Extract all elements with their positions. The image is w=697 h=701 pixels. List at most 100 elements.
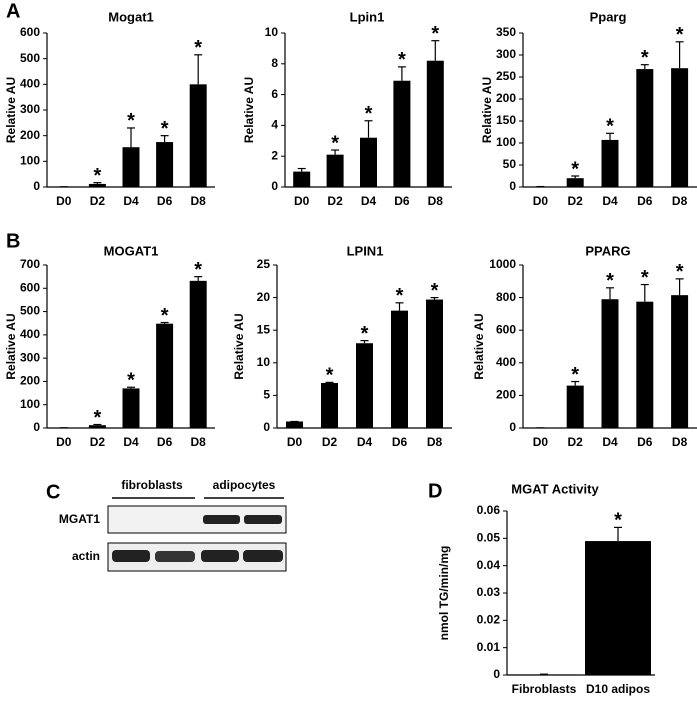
y-tick-label: 0: [493, 667, 500, 681]
bar: [426, 60, 444, 187]
x-tick-label: D4: [123, 194, 139, 208]
y-tick-label: 6: [271, 87, 278, 101]
chart-title: PPARG: [585, 243, 630, 258]
bar: [189, 84, 207, 187]
blot-group: fibroblasts: [121, 478, 183, 492]
y-axis-label: Relative AU: [4, 313, 18, 379]
bar: [671, 68, 689, 187]
chart-title: MOGAT1: [104, 243, 159, 258]
y-tick-label: 0.04: [477, 558, 501, 572]
y-tick-label: 0.06: [477, 503, 501, 517]
y-tick-label: 800: [496, 290, 516, 304]
bar: [88, 183, 106, 187]
x-tick-label: D8: [428, 194, 444, 208]
bar: [156, 323, 174, 428]
bar: [156, 142, 174, 187]
chart-title: Lpin1: [350, 9, 385, 24]
blot-group: adipocytes: [213, 478, 276, 492]
bar: [671, 295, 689, 428]
bar: [286, 421, 303, 428]
significance-mark: *: [571, 158, 579, 180]
bar: [566, 178, 584, 187]
x-tick-label: D2: [568, 435, 584, 449]
x-tick-label: D6: [637, 435, 653, 449]
significance-mark: *: [641, 267, 649, 289]
x-tick-label: D0: [56, 435, 72, 449]
y-tick-label: 1000: [489, 257, 516, 271]
bar: [293, 171, 311, 187]
x-tick-label: D8: [191, 435, 207, 449]
x-tick-label: D2: [90, 435, 106, 449]
y-tick-label: 600: [20, 280, 40, 294]
x-tick-label: D4: [357, 435, 373, 449]
y-tick-label: 100: [20, 397, 40, 411]
x-tick-label: D2: [327, 194, 343, 208]
bar: [601, 299, 619, 428]
y-tick-label: 0: [509, 179, 516, 193]
y-tick-label: 15: [257, 322, 271, 336]
significance-mark: *: [365, 103, 373, 125]
significance-mark: *: [194, 37, 202, 59]
y-tick-label: 25: [257, 257, 271, 271]
y-tick-label: 400: [496, 355, 516, 369]
panel-label: B: [6, 230, 20, 252]
bar: [585, 541, 651, 675]
y-tick-label: 4: [271, 118, 278, 132]
significance-mark: *: [398, 49, 406, 71]
y-axis-label: nmol TG/min/mg: [437, 546, 451, 641]
x-tick-label: D6: [157, 435, 173, 449]
x-tick-label: D6: [637, 194, 653, 208]
panel-label: A: [6, 0, 20, 22]
y-tick-label: 500: [20, 51, 40, 65]
bar: [566, 385, 584, 428]
y-tick-label: 600: [496, 322, 516, 336]
y-tick-label: 10: [265, 25, 279, 39]
x-tick-label: D2: [568, 194, 584, 208]
significance-mark: *: [326, 365, 334, 387]
significance-mark: *: [331, 132, 339, 154]
y-axis-label: Relative AU: [472, 313, 486, 379]
x-tick-label: D4: [123, 435, 139, 449]
chart-title: LPIN1: [347, 243, 384, 258]
significance-mark: *: [161, 305, 169, 327]
y-tick-label: 200: [20, 374, 40, 388]
bar: [356, 343, 373, 428]
chart-title: Pparg: [590, 9, 627, 24]
band: [201, 550, 239, 562]
band: [243, 550, 283, 562]
y-tick-label: 0: [271, 179, 278, 193]
bar: [360, 137, 377, 187]
significance-mark: *: [431, 23, 439, 45]
x-tick-label: D0: [56, 194, 72, 208]
x-tick-label: D6: [157, 194, 173, 208]
significance-mark: *: [127, 370, 135, 392]
y-tick-label: 0.02: [477, 613, 501, 627]
y-tick-label: 400: [20, 327, 40, 341]
x-tick-label: D2: [90, 194, 106, 208]
y-axis-label: Relative AU: [232, 313, 246, 379]
bar: [636, 69, 654, 187]
x-tick-label: D0: [533, 435, 549, 449]
y-tick-label: 0.05: [477, 531, 501, 545]
y-tick-label: 20: [257, 290, 271, 304]
y-tick-label: 300: [496, 47, 516, 61]
western-blot: fibroblasts adipocytes MGAT1 actin: [59, 478, 287, 572]
y-tick-label: 0: [33, 179, 40, 193]
x-tick-label: D8: [672, 435, 688, 449]
y-tick-label: 200: [20, 128, 40, 142]
bar: [393, 80, 411, 187]
significance-mark: *: [161, 118, 169, 140]
x-tick-label: D6: [394, 194, 410, 208]
y-tick-label: 200: [496, 388, 516, 402]
y-tick-label: 8: [271, 56, 278, 70]
x-tick-label: D4: [602, 435, 618, 449]
significance-mark: *: [641, 47, 649, 69]
y-tick-label: 250: [496, 69, 516, 83]
x-tick-label: D10 adipos: [586, 682, 650, 696]
y-axis-label: Relative AU: [480, 77, 494, 143]
band: [155, 551, 195, 562]
blot-row: actin: [72, 549, 100, 563]
bar: [122, 388, 140, 428]
significance-mark: *: [194, 259, 202, 281]
